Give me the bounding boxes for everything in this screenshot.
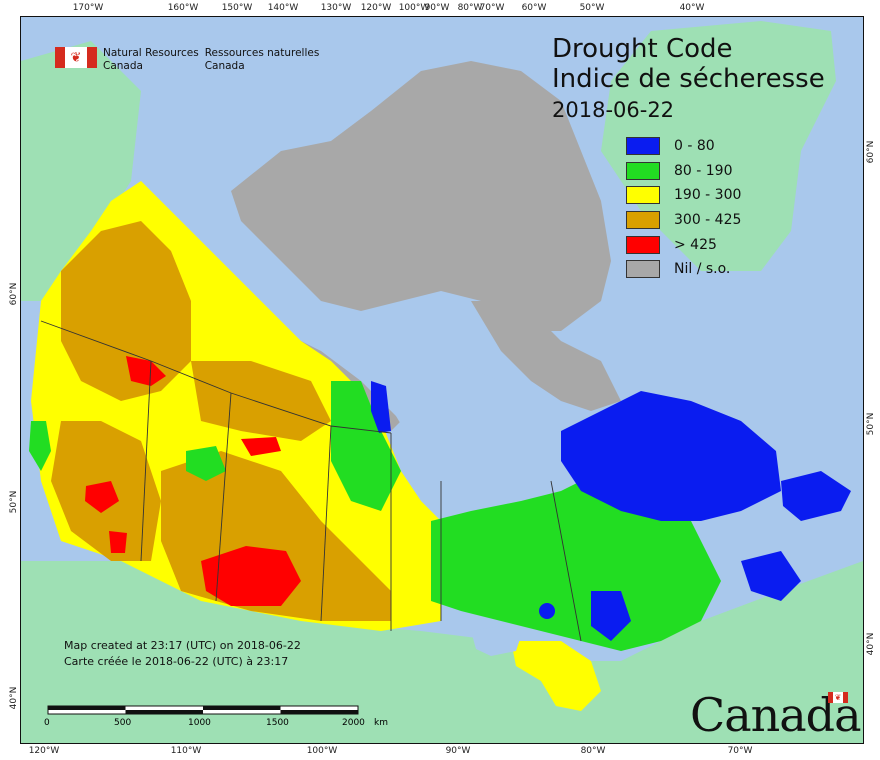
red-zone-4 <box>241 437 281 456</box>
scale-tick: 1000 <box>188 718 211 728</box>
tick-right: 60°N <box>866 140 876 164</box>
provincial-boundaries <box>40 320 582 642</box>
tick-top: 150°W <box>221 3 253 13</box>
map-created-fr: Carte créée le 2018-06-22 (UTC) à 23:17 <box>64 655 289 668</box>
title-english: Drought Code <box>552 34 733 64</box>
legend-swatch <box>626 186 660 205</box>
blue-zone-maritimes <box>741 551 801 601</box>
canada-flag-icon: ❦ <box>55 47 97 68</box>
blue-zone-quebec <box>591 591 631 641</box>
legend-label: 80 - 190 <box>674 162 733 179</box>
tick-bottom: 120°W <box>28 746 60 756</box>
arctic-islands <box>231 61 611 331</box>
scale-bar-graphic <box>47 705 359 715</box>
legend-label: 0 - 80 <box>674 138 715 155</box>
legend-label: Nil / s.o. <box>674 261 731 278</box>
legend-swatch <box>626 137 660 156</box>
tick-bottom: 80°W <box>580 746 606 756</box>
tick-top: 90°W <box>424 3 450 13</box>
title-french: Indice de sécheresse <box>552 64 825 94</box>
great-lakes <box>471 626 521 656</box>
tick-top: 120°W <box>360 3 392 13</box>
yellow-zone-southern-ontario <box>511 641 601 711</box>
red-zone-5 <box>109 531 127 553</box>
alaska-land <box>21 41 141 301</box>
tick-bottom: 90°W <box>445 746 471 756</box>
tick-right: 40°N <box>866 632 876 656</box>
red-zone-1 <box>126 356 166 386</box>
map-title: Drought Code Indice de sécheresse 2018-0… <box>552 34 825 124</box>
legend-swatch <box>626 161 660 180</box>
scale-tick: 2000 <box>342 718 365 728</box>
scale-bar: 0 500 1000 1500 2000 km <box>44 704 388 734</box>
legend-swatch <box>626 211 660 230</box>
map-created-en: Map created at 23:17 (UTC) on 2018-06-22 <box>64 639 301 652</box>
scale-tick: 0 <box>44 718 50 728</box>
title-date: 2018-06-22 <box>552 98 675 122</box>
tick-bottom: 110°W <box>170 746 202 756</box>
tick-top: 40°W <box>679 3 705 13</box>
green-zone-nwt <box>186 446 226 481</box>
scale-tick: 500 <box>114 718 132 728</box>
tick-top: 170°W <box>72 3 104 13</box>
green-zone-hudson-west <box>331 381 401 511</box>
legend-item: 0 - 80 <box>626 134 741 159</box>
legend-swatch <box>626 235 660 254</box>
legend-label: 190 - 300 <box>674 187 742 204</box>
drought-map[interactable] <box>21 17 863 743</box>
tick-top: 60°W <box>521 3 547 13</box>
baffin-island <box>471 301 621 411</box>
scale-unit: km <box>374 718 388 728</box>
blue-zone-hudson <box>371 381 391 433</box>
legend-swatch <box>626 260 660 279</box>
tick-top: 50°W <box>579 3 605 13</box>
wordmark-flag-icon: ❦ <box>828 692 848 703</box>
blue-zone-spot <box>539 603 555 619</box>
green-zone-bc-coast <box>29 421 51 471</box>
tick-top: 140°W <box>267 3 299 13</box>
legend-label: > 425 <box>674 236 717 253</box>
hudson-bay <box>391 361 551 501</box>
tick-left: 60°N <box>9 282 19 306</box>
blue-zone-newfoundland <box>781 471 851 521</box>
tick-top: 80°W <box>457 3 483 13</box>
map-created-note: Map created at 23:17 (UTC) on 2018-06-22… <box>64 638 301 670</box>
tick-top: 70°W <box>479 3 505 13</box>
red-zone-2 <box>85 481 119 513</box>
tick-left: 40°N <box>9 686 19 710</box>
red-zone-3 <box>201 546 301 606</box>
org-name-fr: Ressources naturelles Canada <box>204 47 320 72</box>
tick-right: 50°N <box>866 412 876 436</box>
legend-item: 80 - 190 <box>626 159 741 184</box>
orange-zone-yukon <box>61 221 191 401</box>
greenland-land <box>601 21 836 271</box>
legend-item: Nil / s.o. <box>626 257 741 282</box>
tick-bottom: 70°W <box>727 746 753 756</box>
org-name-en: Natural Resources Canada <box>103 47 199 72</box>
nrcan-logo-block: ❦ Natural Resources Canada Ressources na… <box>55 47 319 73</box>
tick-bottom: 100°W <box>306 746 338 756</box>
map-frame: ❦ Natural Resources Canada Ressources na… <box>20 16 864 744</box>
blue-zone-labrador <box>561 391 781 521</box>
tick-top: 100°W <box>398 3 430 13</box>
tick-left: 50°N <box>9 490 19 514</box>
tick-top: 160°W <box>167 3 199 13</box>
tick-top: 130°W <box>320 3 352 13</box>
legend: 0 - 80 80 - 190 190 - 300 300 - 425 > 42… <box>626 134 741 282</box>
orange-zone-nwt <box>191 361 331 441</box>
scale-tick: 1500 <box>266 718 289 728</box>
legend-item: > 425 <box>626 232 741 257</box>
legend-label: 300 - 425 <box>674 212 742 229</box>
legend-item: 300 - 425 <box>626 208 741 233</box>
legend-item: 190 - 300 <box>626 183 741 208</box>
